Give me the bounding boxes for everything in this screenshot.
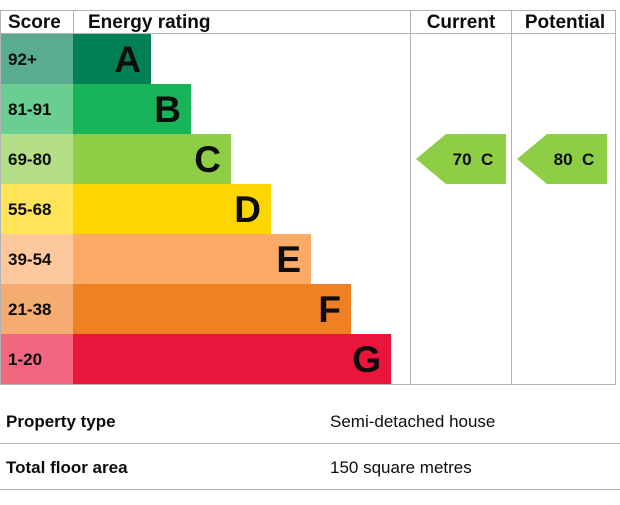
band-f: 21-38 F bbox=[1, 284, 351, 334]
band-e-score-cell bbox=[1, 234, 73, 284]
band-g-score-cell bbox=[1, 334, 73, 384]
band-g-letter: G bbox=[352, 339, 381, 380]
floor-area-value: 150 square metres bbox=[330, 458, 472, 477]
band-a-score-cell bbox=[1, 34, 73, 84]
band-f-score-label: 21-38 bbox=[8, 300, 51, 319]
floor-area-label: Total floor area bbox=[6, 458, 128, 477]
epc-chart: Score Energy rating Current Potential 92… bbox=[0, 10, 616, 385]
band-b-score-cell bbox=[1, 84, 73, 134]
band-d-score-label: 55-68 bbox=[8, 200, 51, 219]
band-g-bar bbox=[73, 334, 391, 384]
band-e: 39-54 E bbox=[1, 234, 311, 284]
rating-arrows: 70 C 80 C bbox=[416, 134, 607, 184]
property-type-label: Property type bbox=[6, 412, 116, 431]
property-type-value: Semi-detached house bbox=[330, 412, 496, 431]
band-a-letter: A bbox=[114, 39, 141, 80]
band-e-score-label: 39-54 bbox=[8, 250, 52, 269]
band-b-score-label: 81-91 bbox=[8, 100, 51, 119]
band-e-letter: E bbox=[276, 239, 301, 280]
header-current: Current bbox=[427, 12, 496, 33]
current-rating-label: 70 C bbox=[453, 150, 494, 169]
band-b-bar bbox=[73, 84, 191, 134]
property-details: Property type Semi-detached house Total … bbox=[0, 398, 620, 490]
band-f-letter: F bbox=[318, 289, 341, 330]
chart-grid bbox=[0, 10, 616, 385]
band-c-bar bbox=[73, 134, 231, 184]
detail-row-property-type: Property type Semi-detached house bbox=[0, 398, 620, 444]
rating-bands: 92+ A 81-91 B 69-80 C 55-68 D 39-54 E 21-38 F 1-20 G bbox=[1, 34, 391, 384]
band-g-score-label: 1-20 bbox=[8, 350, 42, 369]
potential-arrow bbox=[517, 134, 607, 184]
header-score: Score bbox=[8, 12, 61, 33]
header-energy-rating: Energy rating bbox=[88, 12, 210, 33]
band-b: 81-91 B bbox=[1, 84, 191, 134]
band-a-score-label: 92+ bbox=[8, 50, 37, 69]
band-f-bar bbox=[73, 284, 351, 334]
detail-row-floor-area: Total floor area 150 square metres bbox=[0, 444, 620, 490]
band-f-score-cell bbox=[1, 284, 73, 334]
band-c-letter: C bbox=[194, 139, 221, 180]
band-d-letter: D bbox=[234, 189, 261, 230]
potential-rating-label: 80 C bbox=[554, 150, 595, 169]
band-d-bar bbox=[73, 184, 271, 234]
band-c: 69-80 C bbox=[1, 134, 231, 184]
band-b-letter: B bbox=[154, 89, 181, 130]
band-a: 92+ A bbox=[1, 34, 151, 84]
band-d-score-cell bbox=[1, 184, 73, 234]
band-d: 55-68 D bbox=[1, 184, 271, 234]
header-potential: Potential bbox=[525, 12, 605, 33]
band-e-bar bbox=[73, 234, 311, 284]
band-a-bar bbox=[73, 34, 151, 84]
current-arrow bbox=[416, 134, 506, 184]
band-g: 1-20 G bbox=[1, 334, 391, 384]
band-c-score-label: 69-80 bbox=[8, 150, 51, 169]
band-c-score-cell bbox=[1, 134, 73, 184]
